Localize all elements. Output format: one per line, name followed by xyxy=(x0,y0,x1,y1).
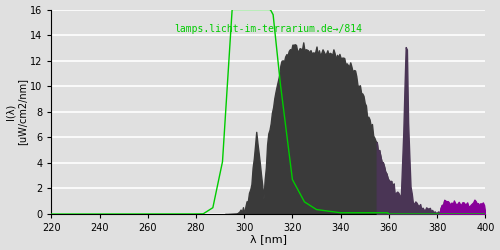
X-axis label: λ [nm]: λ [nm] xyxy=(250,234,287,244)
Text: lamps.licht-im-terrarium.de→/814: lamps.licht-im-terrarium.de→/814 xyxy=(174,24,362,34)
Y-axis label: I(λ)
[uW/cm2/nm]: I(λ) [uW/cm2/nm] xyxy=(6,78,27,145)
